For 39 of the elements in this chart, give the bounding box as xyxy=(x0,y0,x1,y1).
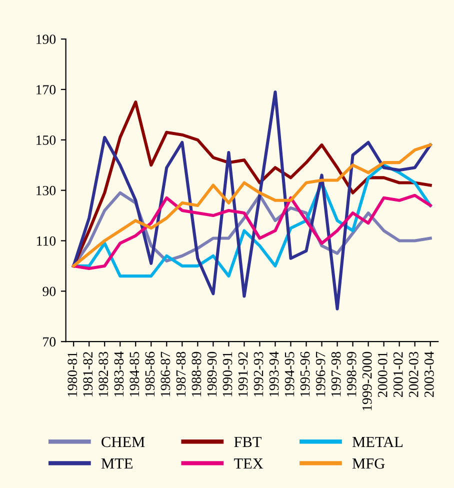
x-tick-label: 1992-93 xyxy=(254,352,264,396)
x-tick-label: 2003-04 xyxy=(424,352,434,398)
x-tick-label: 1997-98 xyxy=(331,352,341,396)
x-tick-label: 1983-84 xyxy=(114,352,124,396)
x-tick-label: 1987-88 xyxy=(176,352,186,396)
legend-label: CHEM xyxy=(102,436,145,448)
y-tick-label: 70 xyxy=(43,337,56,347)
x-tick-label: 1981-82 xyxy=(83,352,93,396)
x-tick-label: 1999-2000 xyxy=(362,352,372,410)
y-tick-label: 130 xyxy=(36,186,56,196)
x-tick-label: 1995-96 xyxy=(300,352,310,396)
legend-label: FBT xyxy=(234,436,262,448)
x-tick-label: 1985-86 xyxy=(145,352,155,396)
x-tick-label: 1988-89 xyxy=(192,352,202,396)
y-tick-label: 150 xyxy=(36,135,56,145)
x-tick-label: 2000-01 xyxy=(378,352,388,398)
y-tick-label: 170 xyxy=(36,85,56,94)
x-tick-label: 1996-97 xyxy=(316,352,326,396)
x-tick-label: 2001-02 xyxy=(393,352,403,398)
legend-label: TEX xyxy=(234,458,264,469)
y-tick-label: 90 xyxy=(42,286,56,296)
x-tick-label: 1990-91 xyxy=(222,352,232,396)
x-tick-label: 1991-92 xyxy=(238,352,248,396)
legend-label: METAL xyxy=(352,436,403,447)
line-series xyxy=(72,143,432,268)
line-series xyxy=(72,90,432,310)
x-tick-label: 1993-94 xyxy=(269,352,279,396)
y-tick-label: 190 xyxy=(36,34,56,44)
legend-label: MTE xyxy=(101,458,132,469)
x-tick-label: 1986-87 xyxy=(160,352,170,396)
x-tick-label: 1998-99 xyxy=(346,352,356,396)
y-tick-label: 110 xyxy=(37,236,56,246)
legend-label: MFG xyxy=(352,458,385,469)
x-tick-label: 1982-83 xyxy=(98,352,108,396)
x-tick-label: 1989-90 xyxy=(207,352,217,396)
x-tick-label: 1984-85 xyxy=(130,352,140,396)
x-tick-label: 1980-81 xyxy=(68,352,78,396)
x-tick-label: 2002-03 xyxy=(408,352,418,398)
x-tick-label: 1994-95 xyxy=(284,352,294,396)
